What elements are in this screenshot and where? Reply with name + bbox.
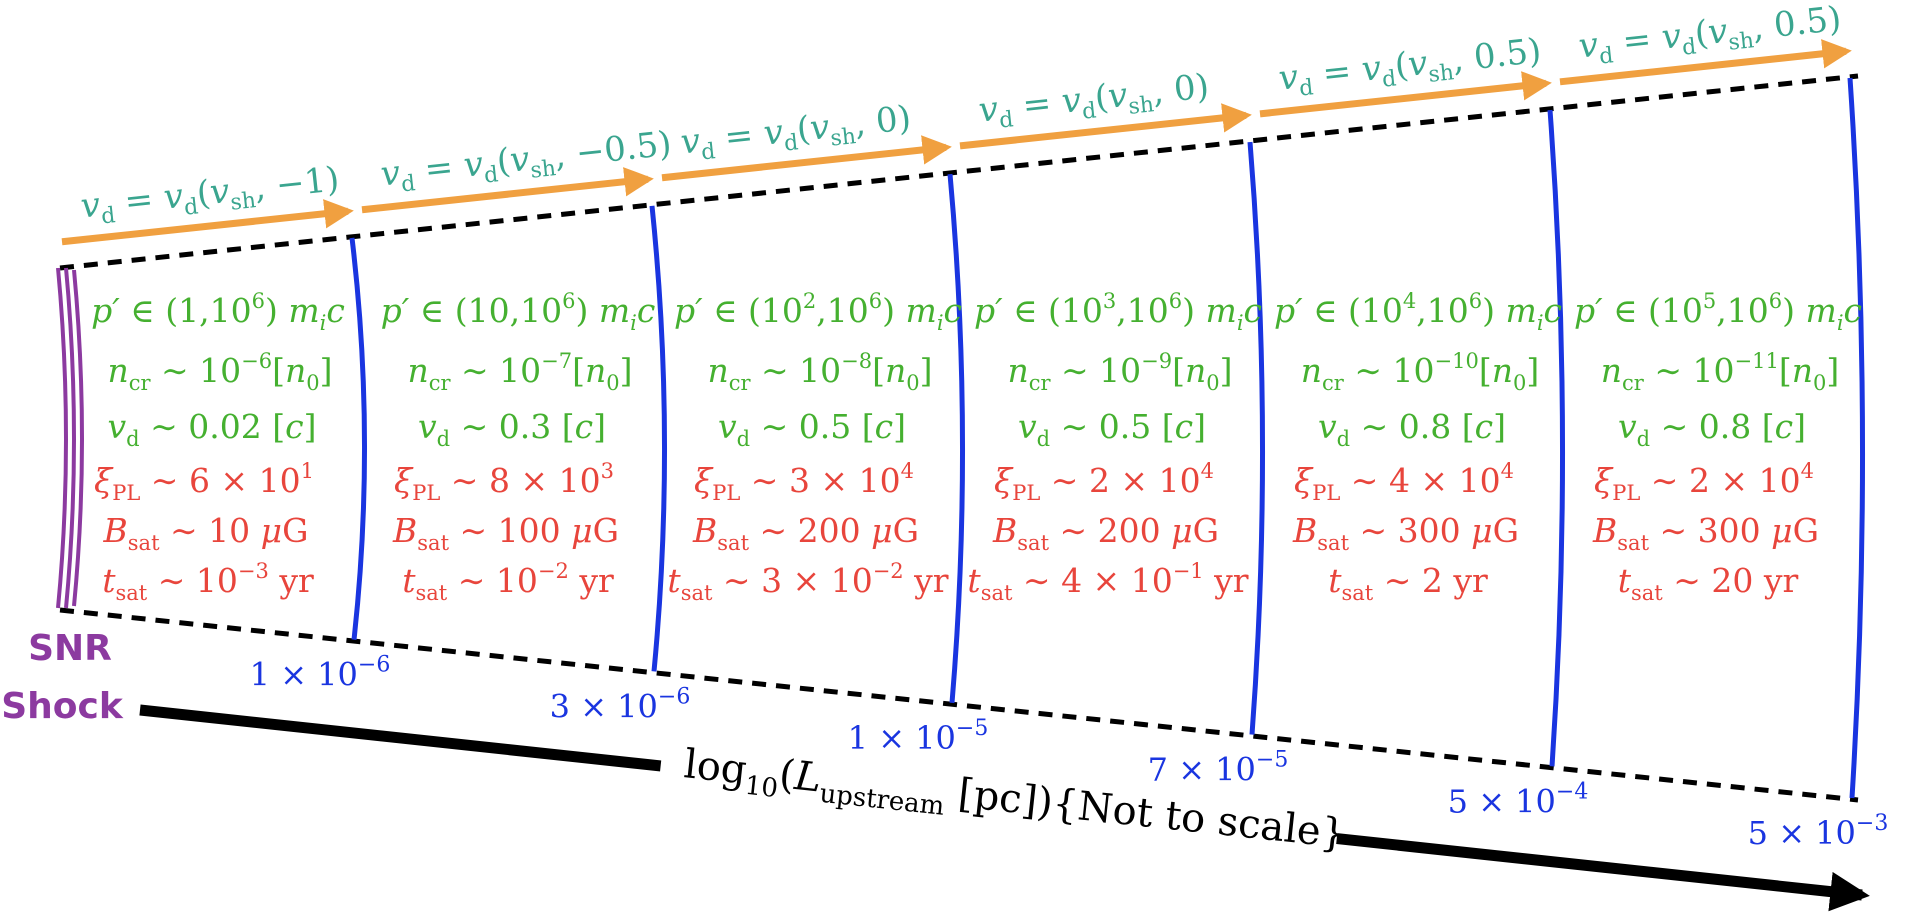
saturation-time: tsat ∼ 3 × 10−2 yr bbox=[667, 559, 948, 605]
growth-factor: ξPL ∼ 8 × 103 bbox=[394, 459, 614, 505]
saturation-time: tsat ∼ 2 yr bbox=[1328, 561, 1488, 605]
drift-velocity-arrow bbox=[1259, 71, 1552, 118]
cr-density: ncr ∼ 10−7[n0] bbox=[407, 349, 632, 395]
growth-factor: ξPL ∼ 3 × 104 bbox=[694, 459, 914, 505]
momentum-range: p′ ∈ (105,106) mic bbox=[1574, 289, 1862, 335]
growth-factor: ξPL ∼ 2 × 104 bbox=[994, 459, 1214, 505]
drift-velocity-value: vd ∼ 0.5 [c] bbox=[1018, 407, 1206, 451]
saturation-field: Bsat ∼ 200 μG bbox=[992, 511, 1219, 555]
drift-velocity-value: vd ∼ 0.8 [c] bbox=[1618, 407, 1806, 451]
boundary-distance-label: 5 × 10−3 bbox=[1748, 811, 1889, 852]
lower-dashed-boundary bbox=[59, 607, 1859, 803]
shock-label-shock: Shock bbox=[1, 686, 124, 727]
saturation-time: tsat ∼ 20 yr bbox=[1618, 561, 1799, 605]
drift-velocity-arrow bbox=[361, 167, 654, 214]
momentum-range: p′ ∈ (10,106) mic bbox=[381, 289, 656, 335]
boundary-distance-label: 5 × 10−4 bbox=[1448, 779, 1589, 820]
drift-velocity-label: vd = vd(vsh, −0.5) bbox=[379, 124, 674, 200]
saturation-time: tsat ∼ 10−3 yr bbox=[102, 559, 314, 605]
momentum-range: p′ ∈ (102,106) mic bbox=[674, 289, 962, 335]
drift-velocity-arg: , 0) bbox=[1150, 66, 1210, 112]
drift-velocity-label: vd = vd(vsh, 0.5) bbox=[1277, 31, 1544, 104]
momentum-range: p′ ∈ (1,106) mic bbox=[91, 289, 345, 335]
cr-density: ncr ∼ 10−9[n0] bbox=[1007, 349, 1232, 395]
region-boundary-line bbox=[947, 173, 966, 704]
growth-factor: ξPL ∼ 6 × 101 bbox=[94, 459, 314, 505]
drift-velocity-value: vd ∼ 0.8 [c] bbox=[1318, 407, 1506, 451]
momentum-range: p′ ∈ (104,106) mic bbox=[1274, 289, 1562, 335]
shock-label-snr: SNR bbox=[28, 628, 112, 669]
cr-density: ncr ∼ 10−11[n0] bbox=[1601, 349, 1839, 395]
growth-factor: ξPL ∼ 4 × 104 bbox=[1294, 459, 1514, 505]
saturation-field: Bsat ∼ 300 μG bbox=[1592, 511, 1819, 555]
cr-density: ncr ∼ 10−10[n0] bbox=[1301, 349, 1539, 395]
saturation-field: Bsat ∼ 100 μG bbox=[392, 511, 619, 555]
cr-density: ncr ∼ 10−6[n0] bbox=[107, 349, 332, 395]
drift-velocity-arrow bbox=[1559, 39, 1852, 86]
drift-velocity-arg: , 0.5) bbox=[1450, 31, 1543, 80]
boundary-distance-label: 1 × 10−6 bbox=[250, 653, 391, 694]
snr-shock-front bbox=[56, 267, 84, 609]
drift-velocity-value: vd ∼ 0.3 [c] bbox=[418, 407, 606, 451]
drift-velocity-arrow bbox=[959, 103, 1252, 150]
region-boundary-line bbox=[649, 205, 667, 672]
region-boundary-line bbox=[1847, 77, 1866, 799]
drift-velocity-arg: , −0.5) bbox=[552, 124, 673, 176]
boundary-distance-label: 7 × 10−5 bbox=[1148, 748, 1289, 789]
region-boundary-line bbox=[1247, 141, 1266, 735]
region-boundary-line bbox=[1547, 109, 1566, 767]
drift-velocity-arrow bbox=[661, 135, 952, 182]
region-boundary-line bbox=[349, 237, 368, 640]
saturation-field: Bsat ∼ 300 μG bbox=[1292, 511, 1519, 555]
drift-velocity-label: vd = vd(vsh, 0) bbox=[679, 98, 914, 167]
saturation-field: Bsat ∼ 200 μG bbox=[692, 511, 919, 555]
boundary-distance-label: 1 × 10−5 bbox=[848, 716, 989, 757]
growth-factor: ξPL ∼ 2 × 104 bbox=[1594, 459, 1814, 505]
regions: vd = vd(vsh, −1) 1 × 10−6 p′ ∈ (1,106) mic… bbox=[61, 0, 1889, 852]
saturation-time: tsat ∼ 4 × 10−1 yr bbox=[967, 559, 1248, 605]
drift-velocity-arg: , 0.5) bbox=[1750, 0, 1843, 48]
drift-velocity-arg: , −1) bbox=[252, 159, 341, 208]
drift-velocity-value: vd ∼ 0.02 [c] bbox=[108, 407, 317, 451]
saturation-time: tsat ∼ 10−2 yr bbox=[402, 559, 614, 605]
drift-velocity-arg: , 0) bbox=[852, 98, 912, 144]
boundary-distance-label: 3 × 10−6 bbox=[550, 684, 691, 725]
upper-dashed-boundary bbox=[59, 73, 1859, 271]
saturation-field: Bsat ∼ 10 μG bbox=[103, 511, 309, 555]
drift-velocity-value: vd ∼ 0.5 [c] bbox=[718, 407, 906, 451]
drift-velocity-arrow bbox=[61, 199, 354, 246]
cr-density: ncr ∼ 10−8[n0] bbox=[707, 349, 932, 395]
drift-velocity-label: vd = vd(vsh, 0.5) bbox=[1577, 0, 1844, 72]
momentum-range: p′ ∈ (103,106) mic bbox=[974, 289, 1262, 335]
drift-velocity-label: vd = vd(vsh, −1) bbox=[79, 159, 342, 231]
drift-velocity-label: vd = vd(vsh, 0) bbox=[977, 66, 1212, 135]
